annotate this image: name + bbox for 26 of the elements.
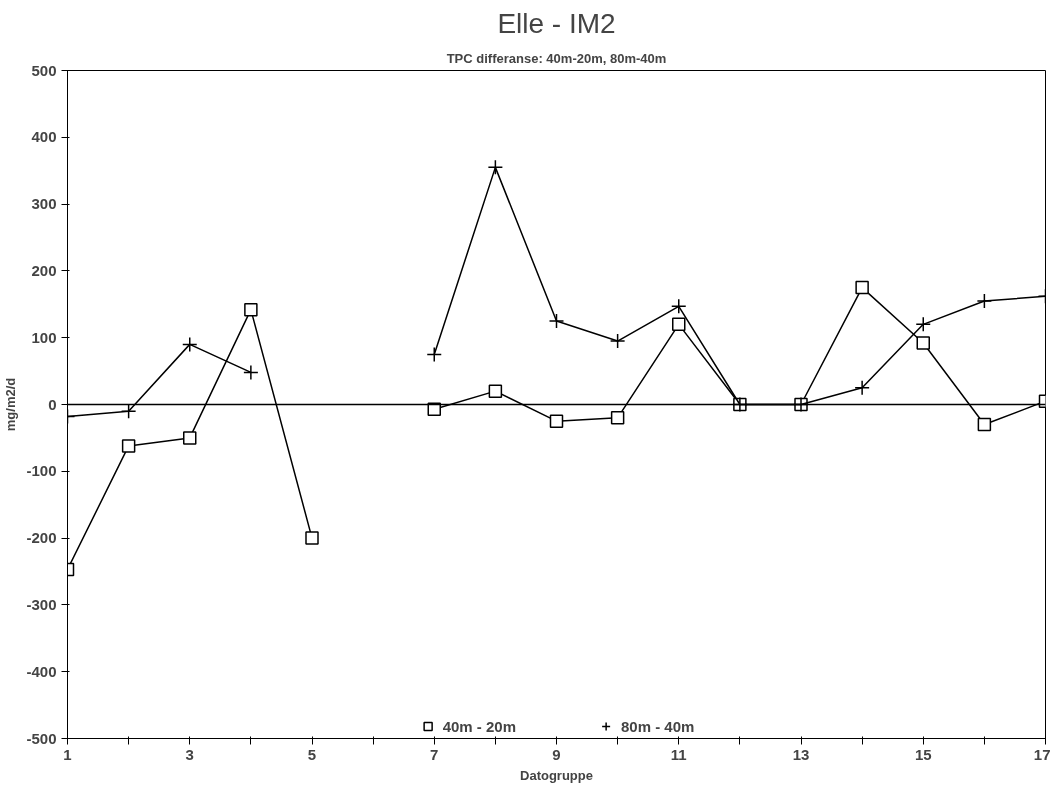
- x-tick-label: 7: [430, 745, 439, 763]
- chart-title: Elle - IM2: [497, 7, 616, 39]
- x-tick-label: 13: [792, 745, 810, 763]
- legend-label: 80m - 40m: [621, 717, 695, 735]
- y-axis-title: mg/m2/d: [3, 377, 19, 432]
- x-tick-label: 9: [552, 745, 561, 763]
- y-tick-label: 100: [31, 328, 57, 346]
- y-tick-label: -400: [26, 662, 57, 680]
- legend-label: 40m - 20m: [442, 717, 516, 735]
- y-tick-label: 500: [31, 61, 57, 79]
- x-tick-label: 5: [307, 745, 317, 763]
- y-tick-label: -500: [26, 729, 57, 747]
- chart-subtitle: TPC differanse: 40m-20m, 80m-40m: [446, 50, 667, 66]
- x-tick-label: 15: [914, 745, 932, 763]
- y-tick-label: 400: [31, 128, 57, 146]
- y-tick-label: -300: [26, 595, 57, 613]
- x-tick-label: 1: [63, 745, 72, 763]
- y-tick-label: 300: [31, 195, 57, 213]
- y-tick-label: -100: [26, 462, 57, 480]
- y-tick-label: 200: [31, 261, 57, 279]
- x-axis-title: Datogruppe: [520, 767, 593, 783]
- y-tick-label: 0: [48, 395, 57, 413]
- y-tick-label: -200: [26, 529, 57, 547]
- x-tick-label: 3: [185, 745, 194, 763]
- x-tick-label: 11: [670, 745, 687, 763]
- x-tick-label: 17: [1033, 745, 1051, 763]
